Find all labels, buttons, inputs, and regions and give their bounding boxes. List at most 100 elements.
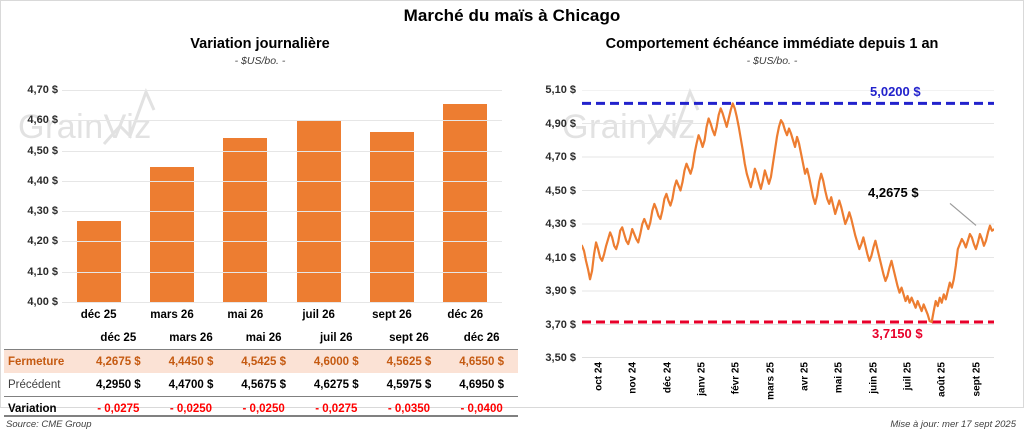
x-axis-tick-label: mars 25	[765, 362, 777, 400]
gridline	[62, 120, 502, 122]
y-axis-tick-label: 4,10 $	[27, 265, 58, 278]
source-note: Source: CME Group	[6, 419, 92, 430]
table-row-label: Précédent	[8, 378, 61, 391]
annotation-current: 4,2675 $	[868, 185, 919, 201]
bar-slot	[62, 90, 135, 302]
bar-chart-plot	[62, 90, 502, 303]
y-axis-tick-label: 3,70 $	[545, 318, 576, 331]
right-panel: Comportement échéance immédiate depuis 1…	[520, 34, 1024, 430]
x-axis-category-label: mars 26	[150, 309, 194, 321]
line-x-axis: oct 24 nov 24 déc 24 janv 25 févr 25 mars 25 a…	[582, 360, 994, 408]
table-cell: 4,6000 $	[299, 349, 373, 373]
table-cell: 4,6550 $	[445, 349, 518, 373]
x-axis-tick-label: oct 24	[593, 362, 605, 391]
x-axis-tick: juin 25	[857, 360, 891, 408]
x-axis-tick: juil 25	[891, 360, 925, 408]
bar-slot	[355, 90, 428, 302]
y-axis-tick-label: 4,70 $	[27, 84, 58, 96]
x-axis-tick-label: juin 25	[868, 362, 880, 394]
line-chart-plot: 3,50 $ 3,70 $ 3,90 $ 4,10 $ 4,30 $ 4,50 $ 4,70…	[545, 84, 994, 364]
updated-note: Mise à jour: mer 17 sept 2025	[890, 419, 1016, 430]
table-cell: 4,6950 $	[459, 378, 505, 391]
y-axis-tick-label: 4,60 $	[27, 114, 58, 127]
x-axis-tick-label: mai 25	[833, 362, 845, 394]
bar-slot	[135, 90, 208, 302]
bar-slot	[429, 90, 502, 302]
y-axis-tick-label: 4,30 $	[27, 205, 58, 218]
y-axis-tick-label: 5,10 $	[545, 84, 576, 96]
right-y-axis: 3,50 $ 3,70 $ 3,90 $ 4,10 $ 4,30 $ 4,50 $ 4,70…	[520, 84, 576, 364]
x-axis-tick: déc 24	[651, 360, 685, 408]
gridline	[62, 180, 502, 182]
table-row: Précédent 4,2950 $ 4,4700 $ 4,5675 $ 4,6275 …	[4, 373, 518, 397]
bar[interactable]	[223, 137, 268, 302]
x-axis-tick: mars 25	[754, 360, 788, 408]
gridline	[62, 241, 502, 243]
quotes-table: déc 25 mars 26 mai 26 juil 26 sept 26 déc 26 F…	[4, 326, 518, 420]
x-axis-category-label: sept 26	[372, 309, 412, 321]
left-panel: Variation journalière - $US/bo. - GrainV…	[0, 34, 520, 430]
table-cell: 4,5625 $	[372, 349, 446, 373]
table-header-row: déc 25 mars 26 mai 26 juil 26 sept 26 déc 26	[4, 326, 518, 350]
table-column-header: déc 26	[463, 331, 500, 344]
annotation-max: 5,0200 $	[870, 84, 921, 100]
bar[interactable]	[76, 221, 121, 302]
bar[interactable]	[369, 131, 414, 302]
left-chart-subtitle: - $US/bo. -	[234, 55, 286, 67]
table-cell: 4,4450 $	[154, 349, 228, 373]
page-title: Marché du maïs à Chicago	[403, 6, 621, 25]
y-axis-tick-label: 4,50 $	[27, 144, 58, 157]
bar-series	[62, 90, 502, 302]
y-axis-tick-label: 4,50 $	[545, 184, 576, 197]
x-axis-tick-label: août 25	[936, 362, 948, 398]
x-axis-category-label: juil 26	[302, 309, 335, 321]
table-column-header: juil 26	[319, 331, 353, 344]
x-axis-tick: août 25	[925, 360, 959, 408]
table-row-label: Fermeture	[4, 349, 82, 373]
table-column-header: déc 25	[100, 331, 137, 344]
bar[interactable]	[150, 167, 194, 302]
table-cell: 4,4700 $	[168, 378, 214, 391]
y-axis-tick-label: 4,10 $	[545, 251, 576, 264]
table-corner-cell	[4, 326, 82, 350]
y-axis-tick-label: 4,90 $	[545, 117, 576, 130]
table-cell: 4,6275 $	[313, 378, 359, 391]
bar-x-axis: déc 25 mars 26 mai 26 juil 26 sept 26 déc 26	[62, 304, 502, 326]
table-bottom-rule	[4, 415, 518, 417]
gridline	[62, 150, 502, 152]
x-axis-tick-label: déc 24	[662, 362, 674, 394]
gridline	[62, 302, 502, 303]
x-axis-tick-label: juil 25	[902, 362, 914, 391]
table-cell: 4,5975 $	[386, 378, 432, 391]
right-chart-title: Comportement échéance immédiate depuis 1…	[605, 36, 939, 52]
table-cell: 4,5425 $	[227, 349, 300, 373]
x-axis-tick-label: sept 25	[971, 362, 983, 397]
x-axis-tick: févr 25	[719, 360, 753, 408]
x-axis-category-label: mai 26	[227, 309, 264, 321]
x-axis-tick-label: févr 25	[730, 362, 742, 395]
annotation-min: 3,7150 $	[872, 325, 923, 341]
table-column-header: mars 26	[169, 331, 213, 344]
annotation-leader-line	[949, 202, 977, 226]
table-row: Fermeture 4,2675 $4,4450 $4,5425 $4,6000 …	[4, 349, 518, 373]
bar[interactable]	[443, 103, 488, 302]
x-axis-tick: nov 24	[616, 360, 650, 408]
y-axis-tick-label: 4,70 $	[545, 151, 576, 163]
x-axis-tick: janv 25	[685, 360, 719, 408]
x-axis-tick-label: avr 25	[799, 362, 811, 391]
x-axis-category-label: déc 25	[80, 309, 117, 321]
y-axis-tick-label: 3,90 $	[545, 285, 576, 297]
quotes-table-body: déc 25 mars 26 mai 26 juil 26 sept 26 déc 26 F…	[4, 326, 518, 420]
right-chart-subtitle: - $US/bo. -	[746, 55, 798, 67]
table-column-header: mai 26	[245, 331, 282, 344]
table-column-header: sept 26	[389, 331, 429, 344]
x-axis-tick-label: janv 25	[696, 362, 708, 396]
y-axis-tick-label: 4,20 $	[27, 235, 58, 248]
gridline	[62, 90, 502, 91]
bar-slot	[209, 90, 282, 302]
x-axis-tick: avr 25	[788, 360, 822, 408]
table-cell: 4,2675 $	[82, 349, 155, 373]
y-axis-tick-label: 4,00 $	[27, 296, 58, 308]
y-axis-tick-label: 4,30 $	[545, 218, 576, 230]
price-line-svg	[582, 90, 994, 358]
